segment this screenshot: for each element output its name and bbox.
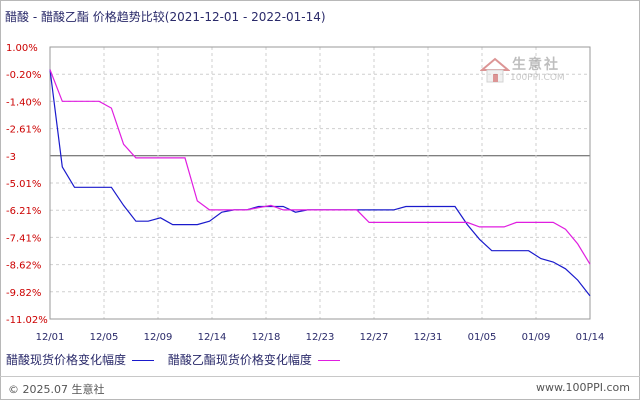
y-tick-label: -8.62% xyxy=(6,261,41,272)
house-logo-icon xyxy=(480,57,510,83)
legend-item-series1: 醋酸现货价格变化幅度 xyxy=(6,351,155,368)
x-axis-ticks: 12/01 12/05 12/09 12/14 12/18 12/23 12/27 12/31… xyxy=(36,332,605,343)
x-tick-label: 12/18 xyxy=(252,332,281,343)
legend-item-series2: 醋酸乙酯现货价格变化幅度 xyxy=(168,351,340,368)
watermark: 生意社 100PPI.COM xyxy=(480,54,576,88)
x-tick-label: 12/05 xyxy=(90,332,119,343)
x-tick-label: 01/05 xyxy=(468,332,497,343)
y-tick-label: -2.61% xyxy=(6,125,41,136)
x-tick-label: 12/31 xyxy=(414,332,443,343)
footer-copyright: © 2025.07 生意社 xyxy=(8,383,105,396)
x-tick-label: 12/14 xyxy=(198,332,227,343)
legend: 醋酸现货价格变化幅度 醋酸乙酯现货价格变化幅度 xyxy=(6,351,350,367)
plot-border xyxy=(49,46,591,320)
watermark-name: 生意社 xyxy=(512,57,560,73)
y-tick-label: -3 xyxy=(6,152,16,163)
grid xyxy=(49,46,591,320)
legend-label-series2: 醋酸乙酯现货价格变化幅度 xyxy=(167,353,312,367)
y-tick-label: -1.40% xyxy=(6,97,41,108)
footer-site-link[interactable]: www.100PPI.com xyxy=(536,381,630,394)
x-tick-label: 12/01 xyxy=(36,332,65,343)
watermark-site: 100PPI.COM xyxy=(510,73,565,83)
series-lines xyxy=(49,69,591,297)
y-axis-ticks: 1.00% -0.20% -1.40% -2.61% -3 -5.01% -6.21% -7.… xyxy=(6,43,48,326)
footer: © 2025.07 生意社 www.100PPI.com xyxy=(0,376,640,398)
y-tick-label: -7.41% xyxy=(6,233,41,244)
x-tick-label: 01/09 xyxy=(522,332,551,343)
legend-swatch-series1 xyxy=(132,360,155,361)
y-tick-label: -0.20% xyxy=(6,70,41,81)
y-tick-label: -9.82% xyxy=(6,288,41,299)
legend-label-series1: 醋酸现货价格变化幅度 xyxy=(6,353,127,367)
x-tick-label: 01/14 xyxy=(576,332,605,343)
x-tick-label: 12/09 xyxy=(144,332,173,343)
x-tick-label: 12/27 xyxy=(360,332,389,343)
y-tick-label: -6.21% xyxy=(6,206,41,217)
chart-title: 醋酸 - 醋酸乙酯 价格趋势比较(2021-12-01 - 2022-01-14… xyxy=(5,10,326,24)
legend-swatch-series2 xyxy=(317,360,340,361)
y-tick-label: -11.02% xyxy=(6,315,48,326)
x-tick-label: 12/23 xyxy=(306,332,335,343)
y-tick-label: -5.01% xyxy=(6,179,41,190)
series-line-2 xyxy=(49,69,591,265)
y-tick-label: 1.00% xyxy=(6,43,38,54)
